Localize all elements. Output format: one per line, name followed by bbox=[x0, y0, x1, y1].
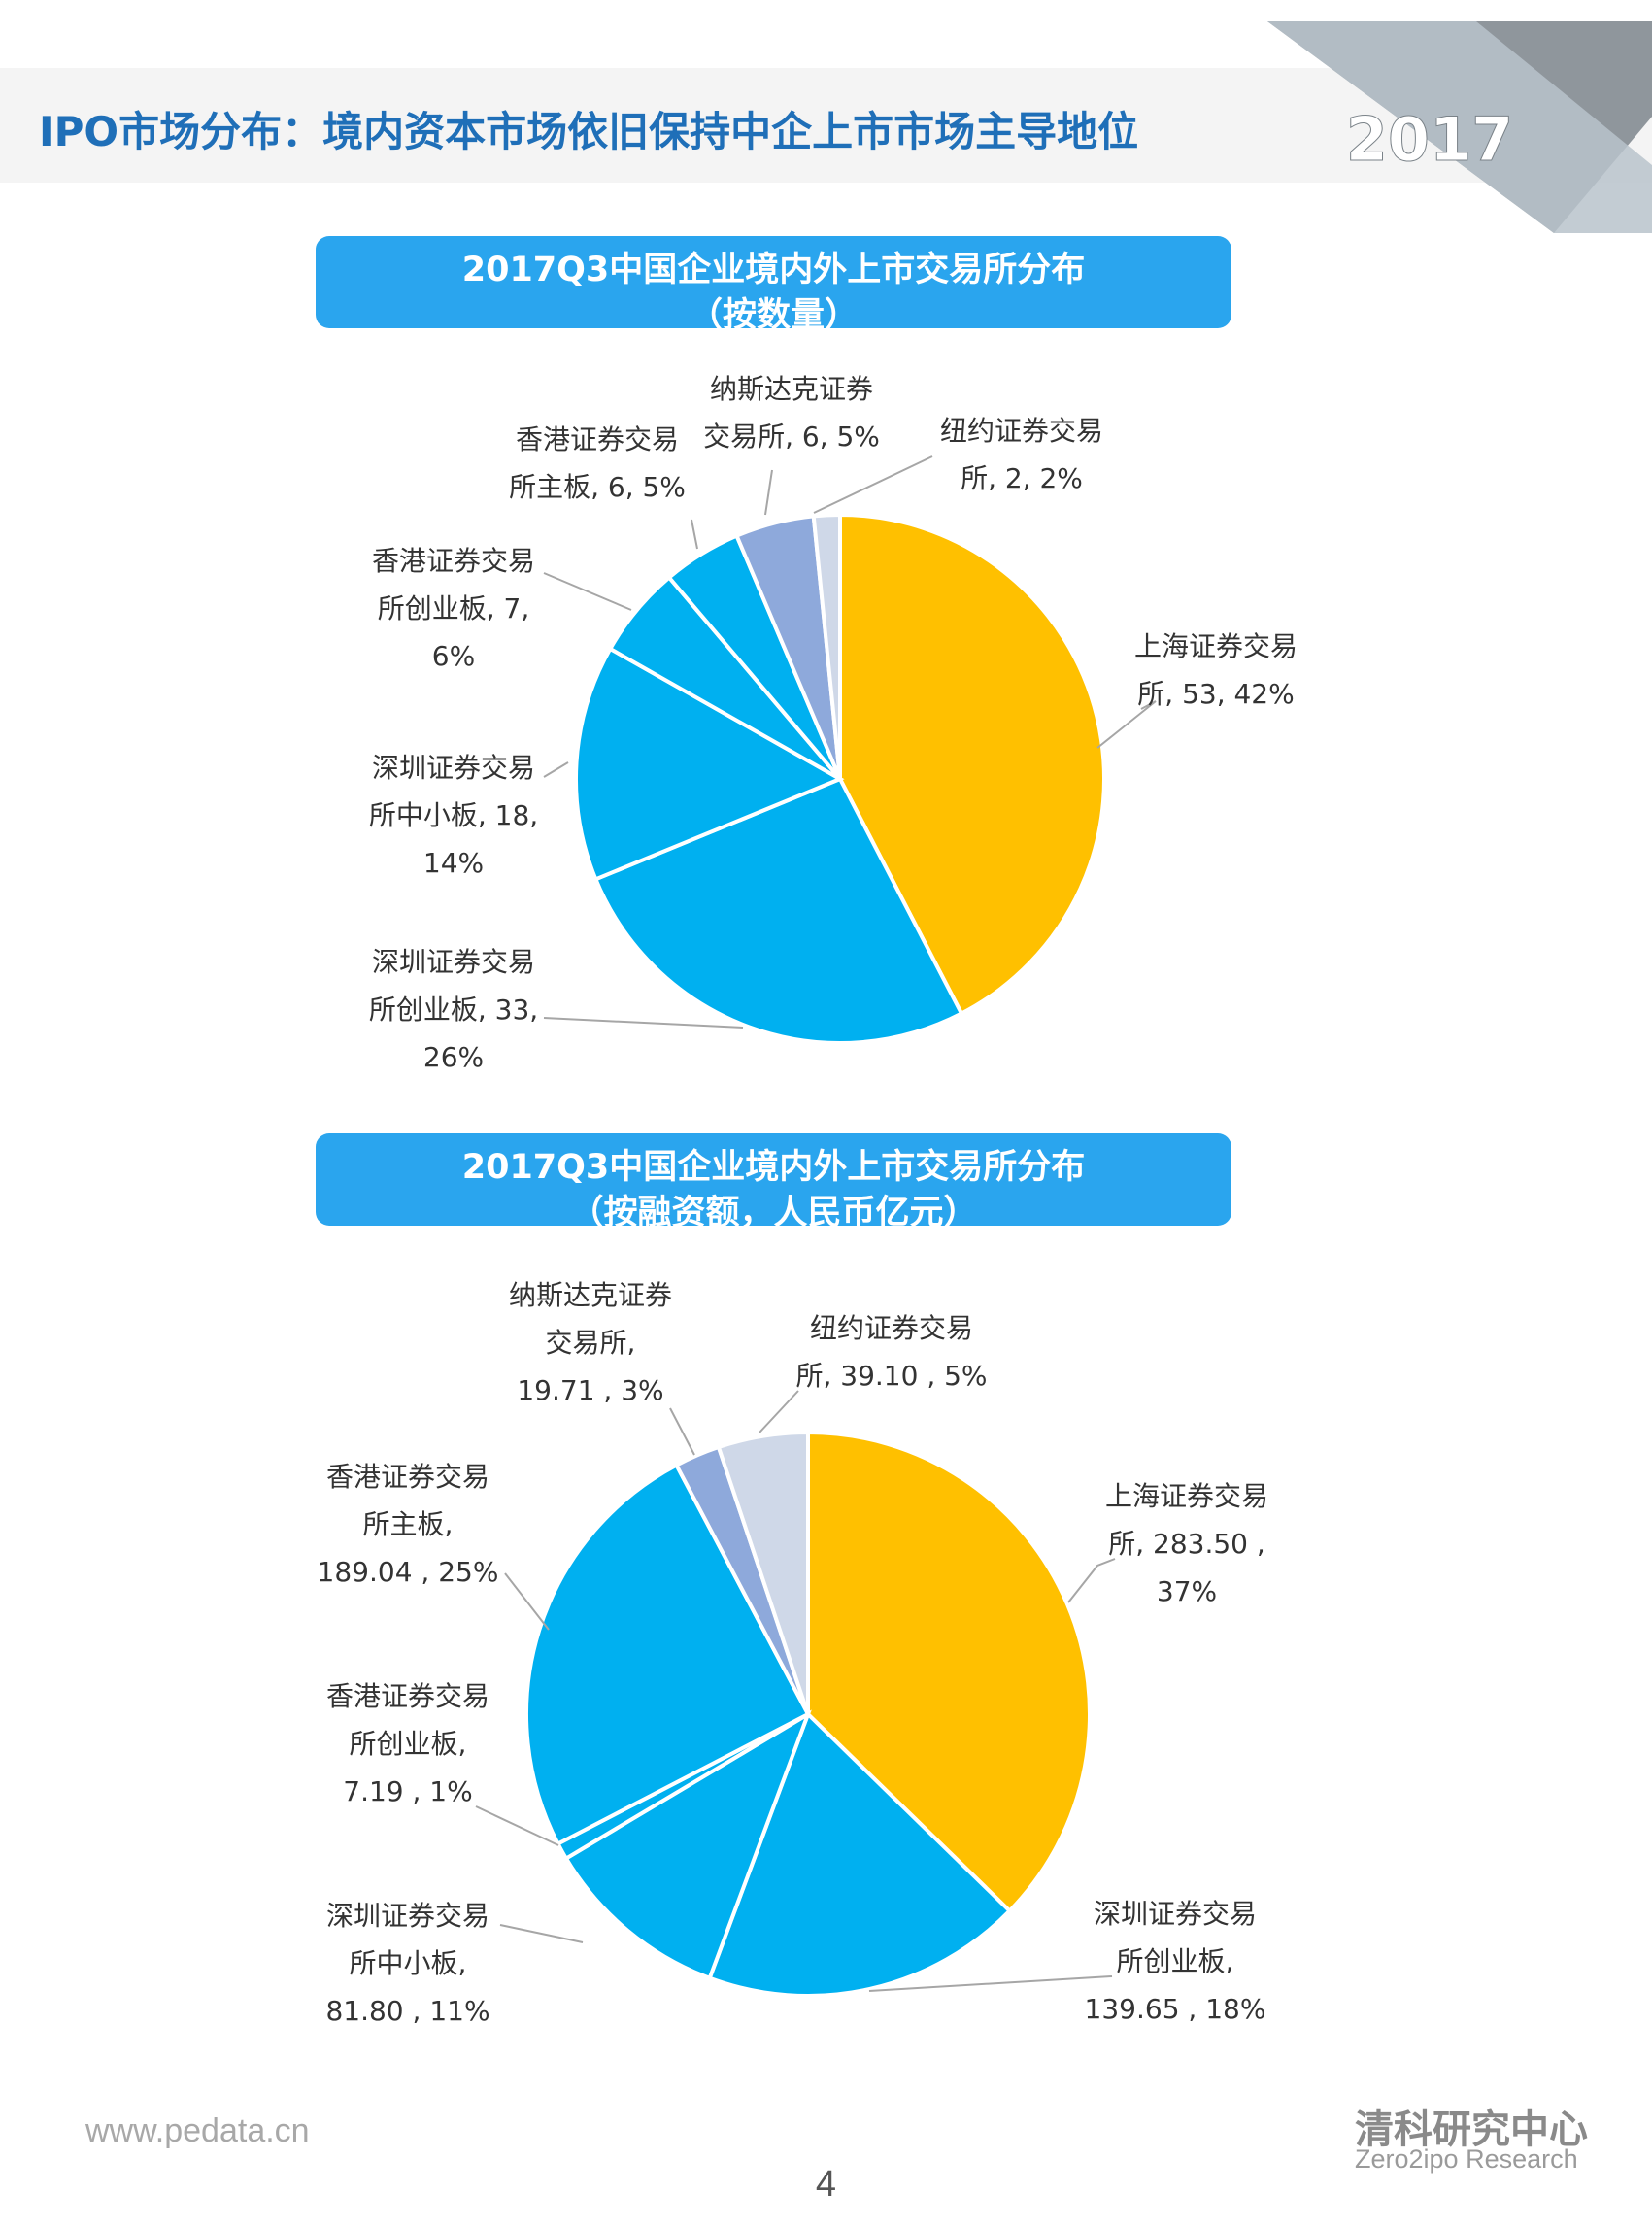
slice-label: 上海证券交易所, 53, 42% bbox=[1134, 630, 1298, 710]
slice-label-line: 香港证券交易 bbox=[326, 1680, 489, 1712]
leader-line bbox=[475, 1805, 559, 1846]
footer-url[interactable]: www.pedata.cn bbox=[85, 2112, 310, 2149]
slice-label: 纳斯达克证券交易所, 6, 5% bbox=[703, 373, 880, 453]
slice-label-line: 7.19 , 1% bbox=[343, 1775, 472, 1807]
slice-label-line: 所创业板, bbox=[350, 1728, 467, 1760]
slice-label-line: 14% bbox=[423, 847, 484, 879]
slice-label-line: 交易所, bbox=[546, 1327, 636, 1359]
chart-title: 2017Q3中国企业境内外上市交易所分布 bbox=[462, 1147, 1086, 1187]
pie-chart-by-amount: 2017Q3中国企业境内外上市交易所分布（按融资额，人民币亿元）上海证券交易所,… bbox=[316, 1133, 1268, 2027]
brand-logo-cn: 清科研究中心 bbox=[1355, 2108, 1588, 2152]
slice-label-line: 纳斯达克证券 bbox=[710, 373, 873, 405]
pie-slice bbox=[707, 1710, 1013, 1998]
slice-label-line: 上海证券交易 bbox=[1105, 1480, 1268, 1512]
slice-label: 深圳证券交易所中小板, 81.80 , 11% bbox=[325, 1900, 489, 2027]
leader-line bbox=[669, 1407, 695, 1456]
leader-line bbox=[868, 1975, 1113, 1992]
slice-label-line: 189.04 , 25% bbox=[318, 1556, 499, 1588]
leader-line bbox=[1067, 1558, 1116, 1603]
chart-title: 2017Q3中国企业境内外上市交易所分布 bbox=[462, 250, 1086, 289]
chart-title-box bbox=[316, 236, 1231, 328]
slice-label: 纽约证券交易所, 39.10 , 5% bbox=[795, 1312, 987, 1392]
leader-line bbox=[813, 455, 933, 514]
slice-label-line: 交易所, 6, 5% bbox=[703, 421, 880, 453]
brand-logo-en: Zero2ipo Research bbox=[1355, 2144, 1578, 2174]
chart-title: （按数量） bbox=[689, 296, 859, 335]
leader-line bbox=[759, 1390, 799, 1433]
slice-label-line: 所, 39.10 , 5% bbox=[795, 1360, 987, 1392]
slice-label-line: 所主板, bbox=[363, 1508, 454, 1540]
pie-slice bbox=[574, 646, 845, 882]
slice-label-line: 所主板, 6, 5% bbox=[509, 471, 686, 503]
leader-line bbox=[1096, 700, 1157, 749]
page-number: 4 bbox=[815, 2164, 837, 2205]
slice-label-line: 所创业板, bbox=[1117, 1945, 1234, 1977]
slice-label-line: 所创业板, 33, bbox=[369, 994, 538, 1026]
pie-slice bbox=[838, 512, 1106, 1017]
year-label: 2017 bbox=[1346, 104, 1514, 175]
pie-chart-by-count: 2017Q3中国企业境内外上市交易所分布 （按数量） 上海证券交易所, 53, 42… bbox=[316, 236, 1298, 1073]
slice-label-line: 19.71 , 3% bbox=[517, 1374, 663, 1406]
leader-line bbox=[504, 1572, 550, 1631]
pie-slice bbox=[524, 1462, 811, 1847]
slice-label: 上海证券交易所, 283.50 , 37% bbox=[1105, 1480, 1268, 1607]
slice-label: 香港证券交易所主板, 189.04 , 25% bbox=[318, 1461, 499, 1588]
slice-label: 深圳证券交易所创业板, 139.65 , 18% bbox=[1085, 1898, 1266, 2025]
slice-label-line: 所创业板, 7, bbox=[378, 592, 530, 624]
leader-line bbox=[499, 1924, 584, 1943]
slice-label-line: 所中小板, bbox=[350, 1947, 467, 1979]
pie-slice bbox=[806, 1430, 1092, 1914]
leader-line bbox=[543, 761, 569, 778]
slice-label-line: 香港证券交易 bbox=[516, 423, 679, 455]
slice-label-line: 深圳证券交易 bbox=[326, 1900, 489, 1932]
slice-label-line: 香港证券交易 bbox=[372, 545, 535, 577]
slice-label-line: 所, 2, 2% bbox=[961, 462, 1083, 494]
slice-label-line: 6% bbox=[432, 640, 475, 672]
pie-slice bbox=[716, 1430, 810, 1715]
slice-label: 香港证券交易所创业板, 7.19 , 1% bbox=[326, 1680, 489, 1807]
chart-title-box bbox=[316, 1133, 1231, 1226]
slice-label-line: 81.80 , 11% bbox=[325, 1995, 489, 2027]
pie-slice bbox=[811, 512, 842, 780]
leader-line bbox=[543, 572, 632, 611]
pie-slice bbox=[592, 776, 964, 1045]
slice-label-line: 深圳证券交易 bbox=[372, 752, 535, 784]
slice-label-line: 所中小板, 18, bbox=[369, 799, 538, 831]
slice-label-line: 26% bbox=[423, 1041, 484, 1073]
slice-label: 深圳证券交易所创业板, 33, 26% bbox=[369, 946, 538, 1073]
page-title: IPO市场分布：境内资本市场依旧保持中企上市市场主导地位 bbox=[39, 108, 1138, 155]
leader-line bbox=[691, 519, 698, 550]
slice-label-line: 纽约证券交易 bbox=[810, 1312, 973, 1344]
leader-line bbox=[764, 469, 773, 516]
slice-label-line: 所, 283.50 , bbox=[1108, 1528, 1265, 1560]
slice-label-line: 上海证券交易 bbox=[1134, 630, 1298, 662]
slice-label: 纽约证券交易所, 2, 2% bbox=[940, 415, 1103, 494]
slice-label-line: 纽约证券交易 bbox=[940, 415, 1103, 447]
slice-label-line: 纳斯达克证券 bbox=[509, 1279, 672, 1311]
slice-label: 香港证券交易所主板, 6, 5% bbox=[509, 423, 686, 503]
pie-slice bbox=[563, 1709, 812, 1981]
slice-label: 纳斯达克证券交易所, 19.71 , 3% bbox=[509, 1279, 672, 1406]
header-corner-shape-light bbox=[1267, 21, 1652, 233]
slice-label-line: 139.65 , 18% bbox=[1085, 1993, 1266, 2025]
slice-label: 深圳证券交易所中小板, 18, 14% bbox=[369, 752, 538, 879]
slice-label-line: 37% bbox=[1157, 1575, 1217, 1607]
slice-label-line: 深圳证券交易 bbox=[372, 946, 535, 978]
slice-label: 香港证券交易所创业板, 7, 6% bbox=[372, 545, 535, 672]
slice-label-line: 深圳证券交易 bbox=[1094, 1898, 1257, 1930]
slice-label-line: 所, 53, 42% bbox=[1137, 678, 1294, 710]
leader-line bbox=[543, 1017, 744, 1029]
slice-label-line: 香港证券交易 bbox=[326, 1461, 489, 1493]
chart-title: （按融资额，人民币亿元） bbox=[569, 1194, 977, 1232]
